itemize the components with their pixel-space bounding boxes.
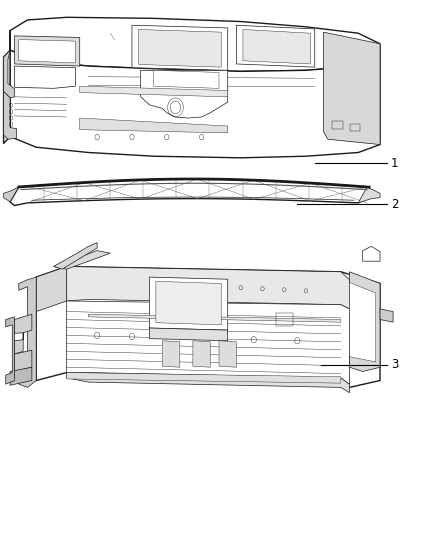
Polygon shape — [14, 350, 32, 372]
Polygon shape — [350, 272, 380, 372]
Text: 3: 3 — [391, 358, 398, 371]
Polygon shape — [67, 301, 350, 384]
Polygon shape — [141, 70, 228, 118]
Polygon shape — [4, 187, 19, 202]
Polygon shape — [53, 243, 97, 269]
Polygon shape — [4, 50, 14, 98]
Polygon shape — [323, 32, 380, 144]
Polygon shape — [162, 341, 180, 367]
Polygon shape — [138, 29, 221, 67]
Polygon shape — [88, 314, 341, 322]
Polygon shape — [14, 36, 80, 66]
Polygon shape — [14, 314, 32, 354]
Polygon shape — [67, 373, 350, 393]
Polygon shape — [4, 30, 10, 143]
Polygon shape — [19, 277, 36, 387]
Polygon shape — [380, 309, 393, 322]
Polygon shape — [10, 179, 371, 206]
Polygon shape — [67, 373, 341, 383]
Polygon shape — [6, 317, 14, 384]
Polygon shape — [154, 70, 219, 88]
Polygon shape — [10, 367, 32, 385]
Polygon shape — [156, 281, 221, 325]
Polygon shape — [4, 92, 17, 139]
Bar — [332, 121, 343, 128]
Polygon shape — [14, 66, 75, 88]
Bar — [350, 124, 360, 131]
Polygon shape — [10, 50, 380, 158]
Polygon shape — [10, 17, 380, 71]
Polygon shape — [80, 86, 228, 97]
Bar — [276, 313, 293, 326]
Polygon shape — [243, 29, 311, 64]
Polygon shape — [219, 341, 237, 367]
Polygon shape — [132, 25, 228, 70]
Polygon shape — [149, 277, 228, 330]
Polygon shape — [350, 282, 376, 362]
Text: 1: 1 — [391, 157, 399, 169]
Polygon shape — [67, 266, 350, 309]
Polygon shape — [36, 266, 380, 387]
Polygon shape — [53, 251, 110, 269]
Polygon shape — [237, 25, 315, 67]
Polygon shape — [193, 341, 210, 367]
Polygon shape — [363, 246, 380, 261]
Polygon shape — [80, 118, 228, 133]
Polygon shape — [358, 187, 380, 203]
Polygon shape — [149, 328, 228, 341]
Text: 2: 2 — [391, 198, 399, 211]
Polygon shape — [36, 266, 67, 312]
Polygon shape — [19, 39, 75, 63]
